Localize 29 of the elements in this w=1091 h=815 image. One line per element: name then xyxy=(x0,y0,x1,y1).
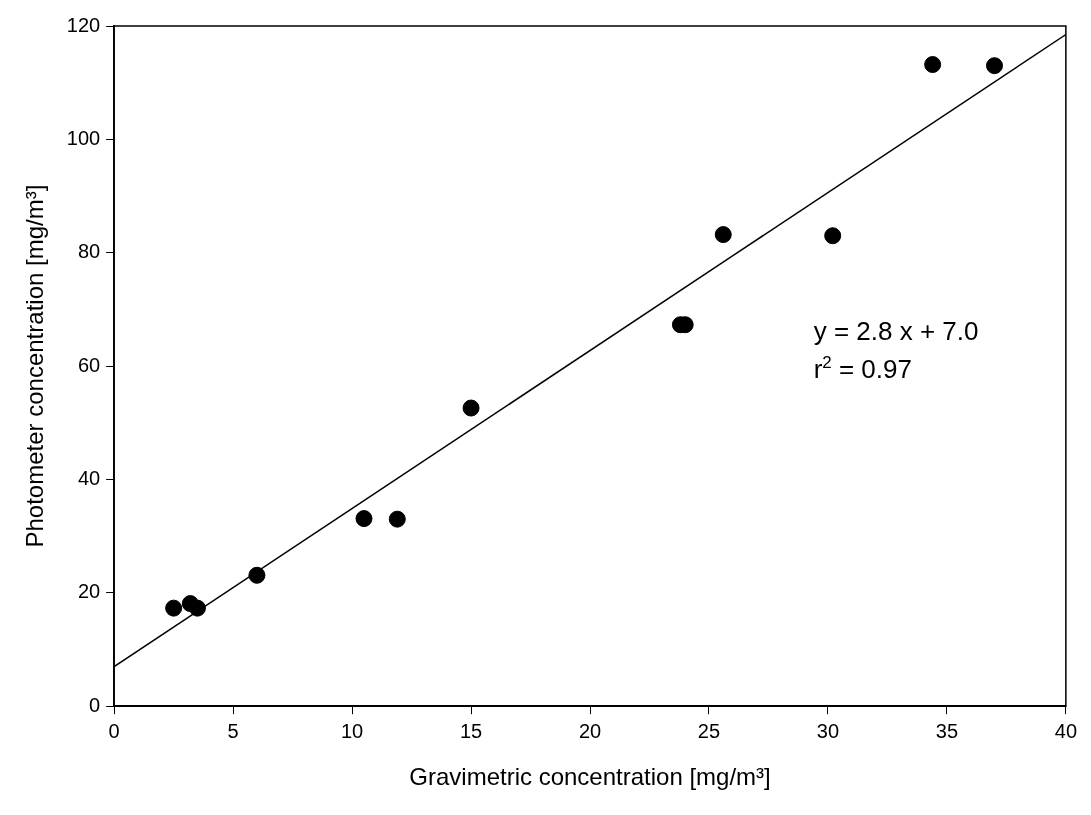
point xyxy=(824,227,842,245)
point xyxy=(165,599,183,617)
x-tick-label: 35 xyxy=(935,719,959,742)
y-tick-label: 80 xyxy=(77,240,101,263)
annotation: y = 2.8 x + 7.0 xyxy=(813,316,979,347)
x-tick-label: 10 xyxy=(340,719,364,742)
point xyxy=(355,510,373,528)
x-tick-label: 30 xyxy=(816,719,840,742)
y-tick-label: 40 xyxy=(77,466,101,489)
x-tick-label: 25 xyxy=(697,719,721,742)
y-tick-label: 100 xyxy=(66,126,101,149)
y-tick-label: 0 xyxy=(89,693,101,716)
point xyxy=(462,399,480,417)
point xyxy=(714,226,732,244)
point xyxy=(248,566,266,584)
point xyxy=(986,57,1003,75)
x-tick-label: 15 xyxy=(459,719,483,742)
y-tick-label: 120 xyxy=(66,13,101,36)
point xyxy=(924,56,942,74)
x-tick-label: 40 xyxy=(1054,719,1077,742)
y-tick-label: 20 xyxy=(77,580,101,603)
y-tick-label: 60 xyxy=(77,353,101,376)
x-tick-label: 0 xyxy=(108,719,120,742)
point xyxy=(388,510,406,528)
x-tick-label: 5 xyxy=(227,719,239,742)
x-axis-title: Gravimetric concentration [mg/m³] xyxy=(409,763,771,791)
y-axis-title: Photometer concentration [mg/m³] xyxy=(21,184,49,548)
x-tick-label: 20 xyxy=(578,719,602,742)
point xyxy=(188,599,206,617)
